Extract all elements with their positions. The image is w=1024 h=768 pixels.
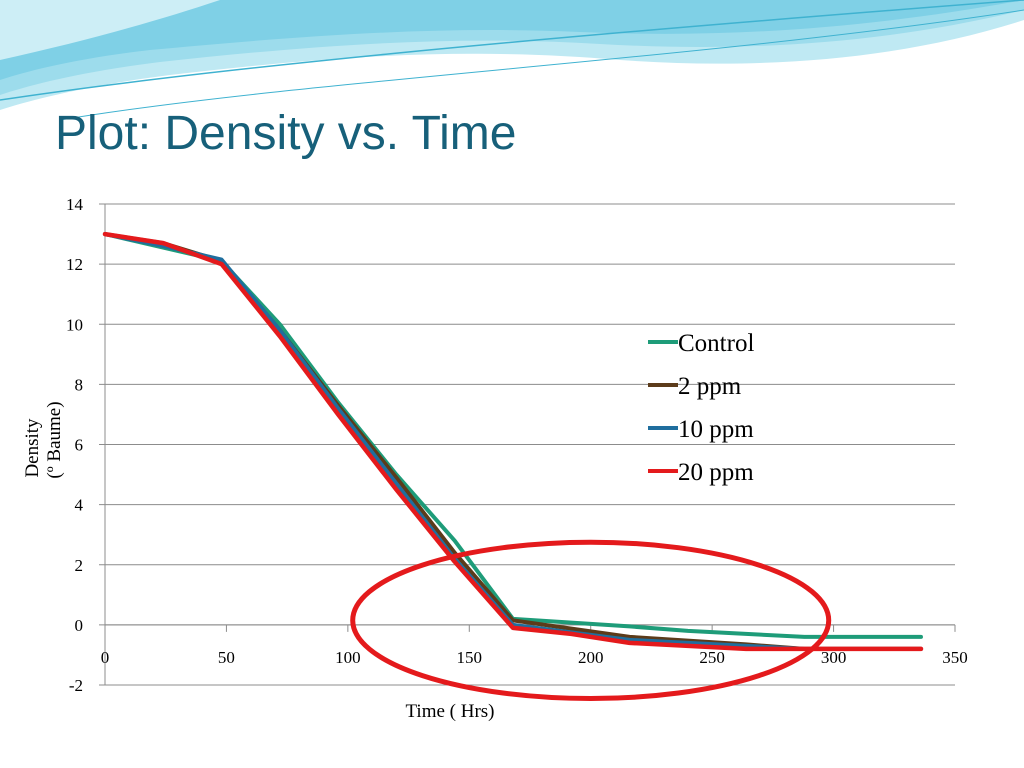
y-tick-label: 2	[75, 556, 84, 575]
series-line-20-ppm	[102, 231, 924, 652]
legend: Control 2 ppm 10 ppm 20 ppm	[648, 330, 754, 486]
grid-lines	[99, 203, 956, 686]
annotation-layer	[350, 539, 832, 702]
y-tick-label: -2	[69, 676, 83, 695]
y-tick-label: 12	[66, 255, 83, 274]
x-tick-labels: 0 50 100 150 200 250 300 350	[101, 648, 968, 667]
series-line-control	[103, 232, 923, 639]
legend-label: 20 ppm	[678, 459, 754, 486]
x-tick-label: 50	[218, 648, 235, 667]
x-tick-label: 300	[821, 648, 847, 667]
y-tick-label: 10	[66, 315, 83, 334]
legend-label: Control	[678, 330, 754, 357]
y-tick-label: 14	[66, 195, 84, 214]
slide-title: Plot: Density vs. Time	[55, 107, 517, 160]
x-tick-label: 200	[578, 648, 604, 667]
y-axis-title-line1: Density	[22, 418, 43, 478]
x-tick-label: 250	[699, 648, 725, 667]
x-tick-label: 100	[335, 648, 361, 667]
highlight-ellipse	[350, 539, 832, 702]
legend-label: 10 ppm	[678, 416, 754, 443]
header-wave-decoration	[0, 0, 1024, 121]
series-line-10-ppm	[103, 232, 923, 651]
series-line-2-ppm	[103, 232, 923, 651]
x-tick-label: 0	[101, 648, 110, 667]
y-tick-label: 6	[75, 436, 84, 455]
y-tick-label: 0	[75, 616, 84, 635]
series-lines	[102, 231, 924, 652]
x-tick-label: 350	[942, 648, 968, 667]
y-tick-labels: -2 0 2 4 6 8 10 12 14	[66, 195, 84, 695]
x-tick-label: 150	[457, 648, 483, 667]
y-tick-label: 8	[75, 375, 84, 394]
y-tick-label: 4	[75, 496, 84, 515]
legend-label: 2 ppm	[678, 373, 742, 400]
y-axis-title-line2: (º Baume)	[44, 401, 65, 478]
x-axis-title: Time ( Hrs)	[405, 701, 494, 722]
